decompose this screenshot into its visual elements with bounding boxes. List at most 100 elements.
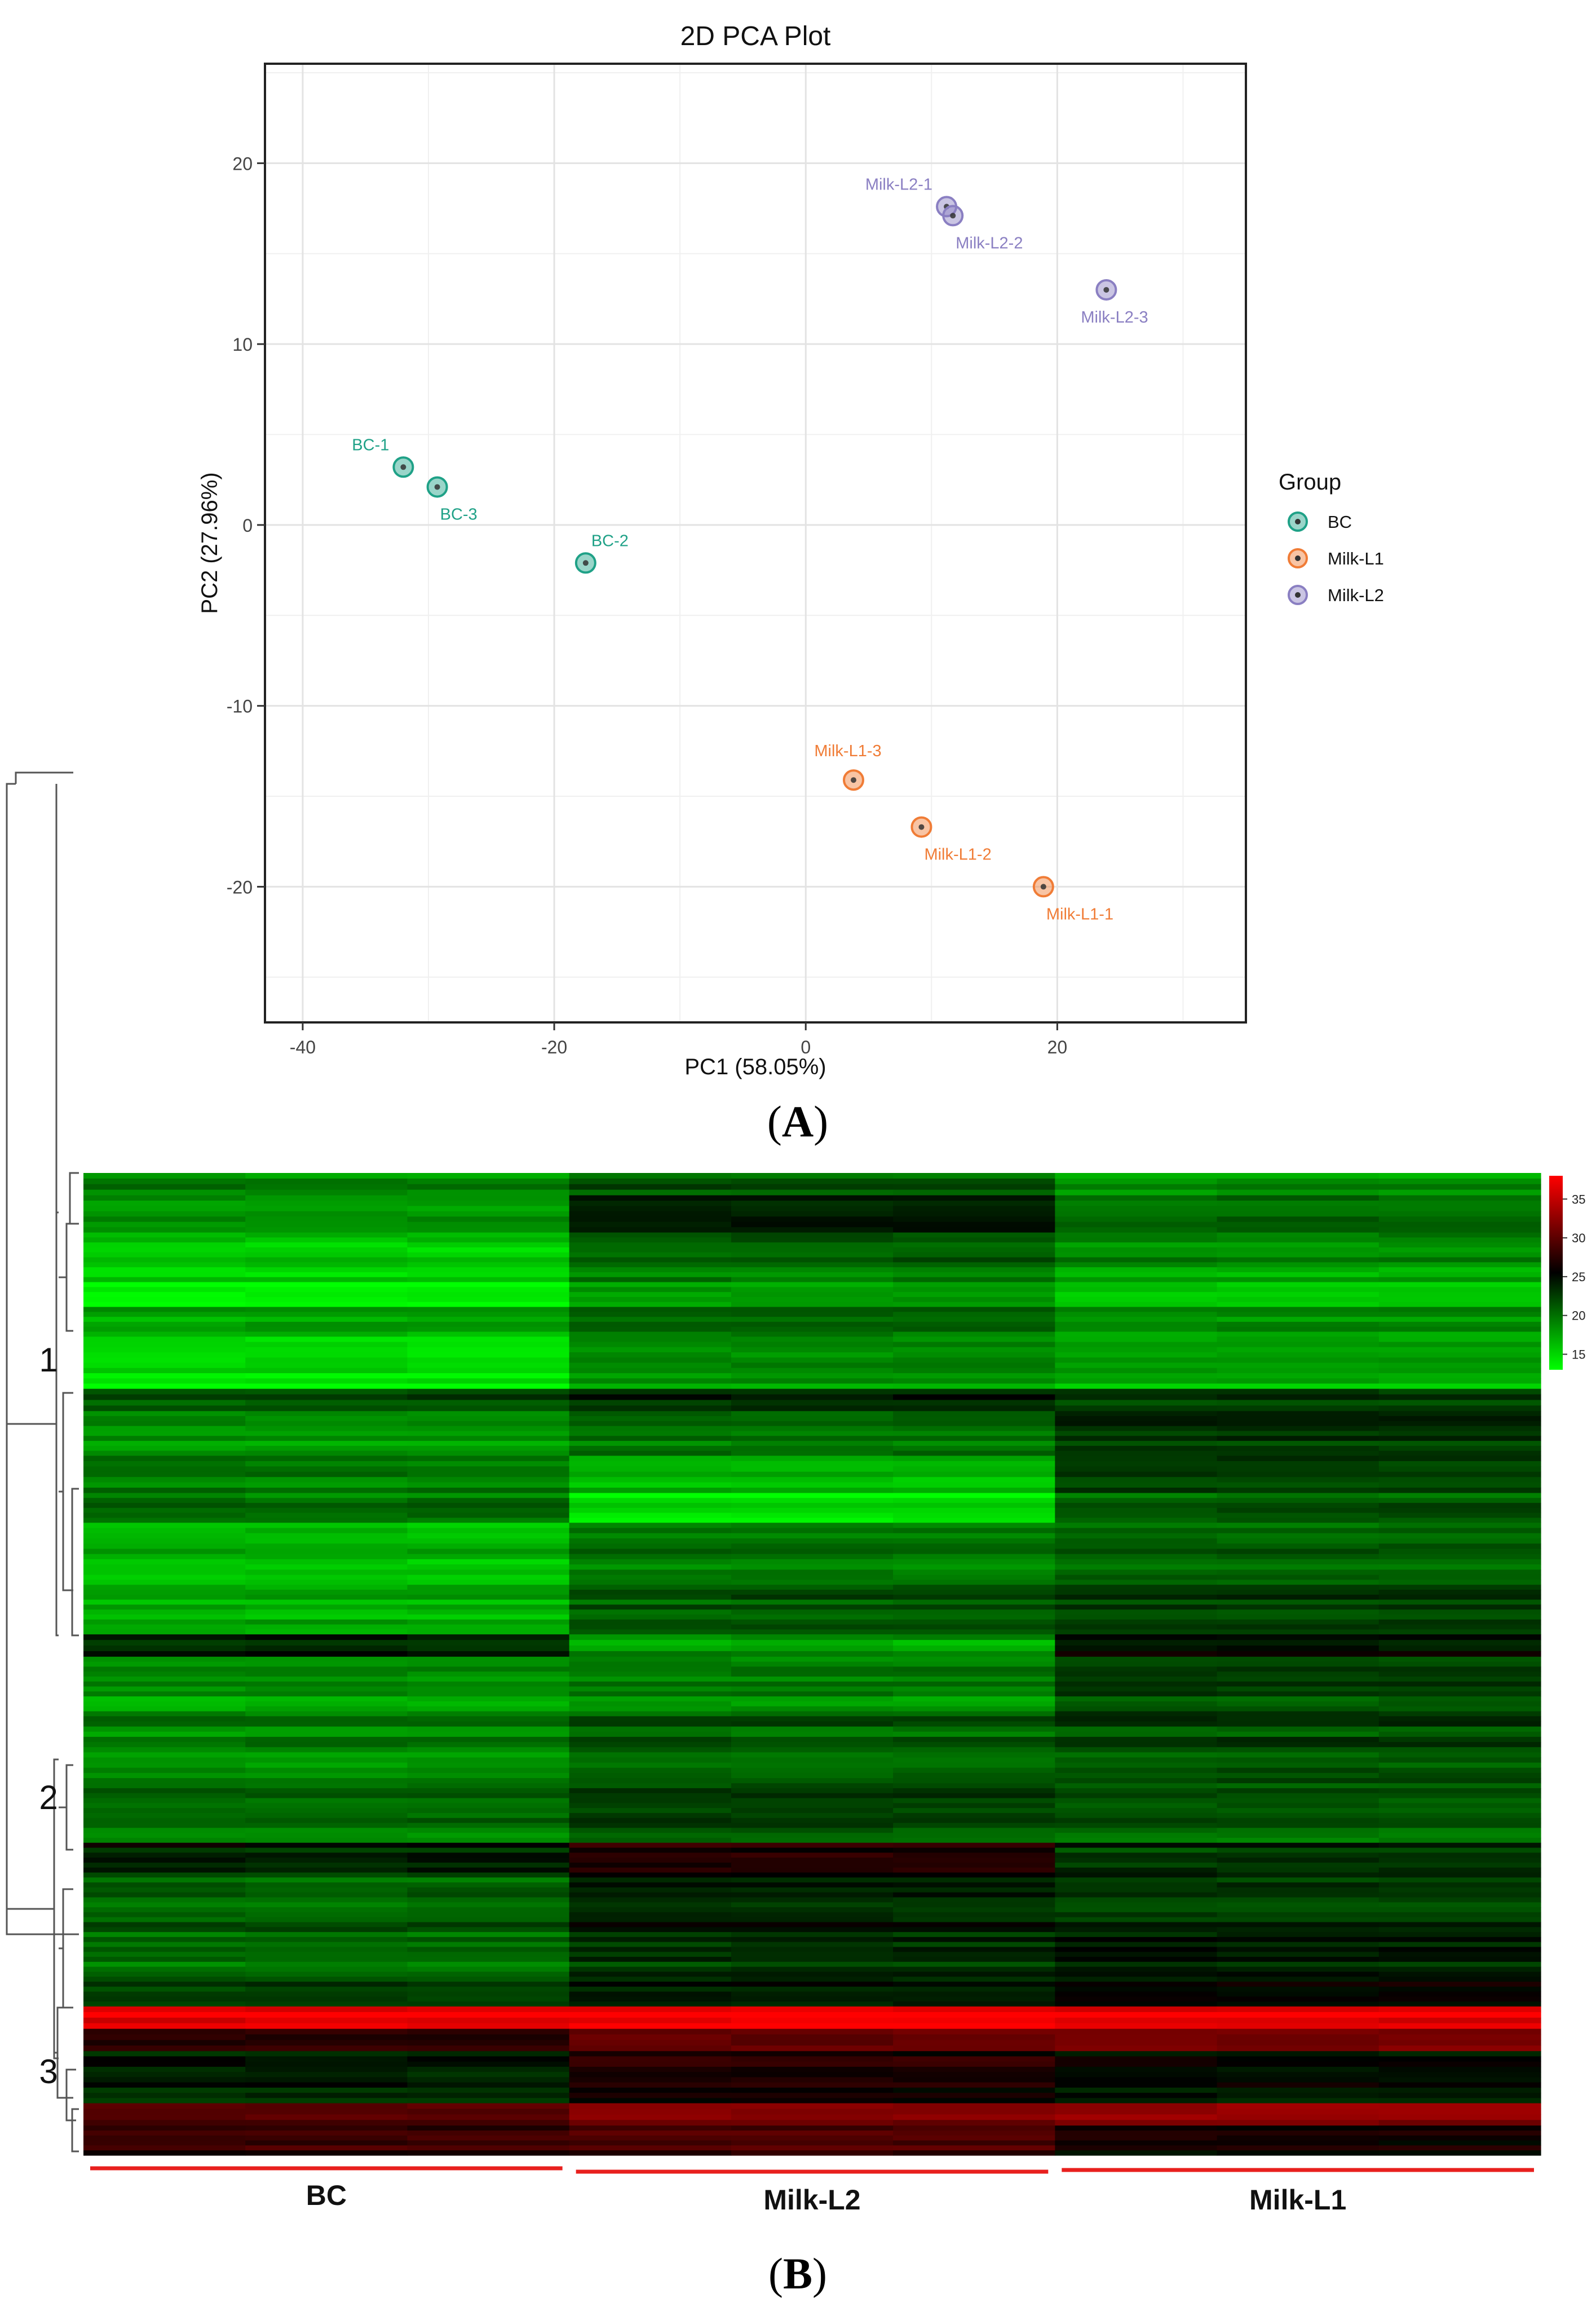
heatmap-cell [245,1882,408,1888]
heatmap-cell [83,1580,246,1585]
heatmap-cell [83,1184,246,1190]
heatmap-cells [83,1173,1541,2156]
heatmap-cell [1055,1287,1218,1293]
heatmap-cell [245,1262,408,1268]
heatmap-cell [731,1296,894,1303]
heatmap-cell [1055,1337,1218,1343]
heatmap-cell [407,1867,570,1873]
heatmap-cell [245,1394,408,1401]
heatmap-cell [1055,2140,1218,2146]
heatmap-cell [731,1661,894,1667]
heatmap-cell [1378,2034,1541,2041]
heatmap-cell [569,1803,732,1809]
heatmap-cell [1378,1686,1541,1692]
heatmap-cell [1378,1971,1541,1977]
heatmap-cell [731,1711,894,1717]
heatmap-cell [893,1362,1055,1369]
heatmap-cell [1378,1347,1541,1353]
heatmap-cell [245,1267,408,1273]
heatmap-cell [83,1471,246,1477]
heatmap-cell [245,1922,408,1928]
heatmap-cell [407,1615,570,1620]
heatmap-cell [893,1317,1055,1322]
heatmap-cell [407,1726,570,1732]
heatmap-cell [83,1783,246,1789]
heatmap-cell [731,1267,894,1273]
heatmap-cell [245,1982,408,1987]
heatmap-cell [83,1837,246,1843]
heatmap-cell [1055,1862,1218,1868]
heatmap-cell [407,2034,570,2041]
heatmap-cell [1378,1436,1541,1441]
heatmap-cell [1055,1507,1218,1514]
heatmap-cell [731,1292,894,1298]
heatmap-cell [407,1569,570,1576]
heatmap-cell [731,1887,894,1893]
heatmap-cell [83,1917,246,1923]
heatmap-cell [893,1783,1055,1789]
heatmap-cell [1378,1400,1541,1406]
heatmap-cell [731,1823,894,1828]
heatmap-cell [407,1599,570,1605]
heatmap-cell [1378,1321,1541,1327]
heatmap-cell [1055,2040,1218,2046]
heatmap-cell [83,2103,246,2110]
heatmap-cell [569,2066,732,2072]
heatmap-cell [569,1394,732,1401]
heatmap-cell [83,1599,246,1605]
heatmap-cell [1378,1937,1541,1943]
heatmap-cell [1378,1793,1541,1799]
heatmap-cell [731,1676,894,1682]
pca-point-label: Milk-L1-3 [814,742,881,760]
heatmap-cell [1378,2114,1541,2120]
heatmap-cell [407,1378,570,1384]
heatmap-cell [893,2082,1055,2088]
heatmap-cell [1378,1590,1541,1595]
heatmap-cell [893,1711,1055,1717]
heatmap-cell [407,1681,570,1687]
heatmap-cell [731,1937,894,1943]
heatmap-cell [1217,1966,1380,1973]
heatmap-cell [1055,1961,1218,1968]
heatmap-cell [569,1441,732,1446]
heatmap-cell [245,1518,408,1523]
heatmap-cell [245,1242,408,1248]
heatmap-cell [1378,2140,1541,2146]
heatmap-cell [83,1267,246,1273]
heatmap-cell [1055,1488,1218,1494]
heatmap-cell [569,1482,732,1488]
heatmap-cell [407,2001,570,2007]
heatmap-cell [407,1466,570,1472]
heatmap-cell [1217,1173,1380,1179]
heatmap-cell [83,1498,246,1503]
heatmap-cell [245,1482,408,1488]
heatmap-cell [83,1798,246,1803]
heatmap-cell [83,1604,246,1610]
heatmap-cell [569,1450,732,1457]
heatmap-cell [245,1783,408,1789]
heatmap-cell [893,1373,1055,1379]
heatmap-cell [893,1858,1055,1863]
heatmap-cell [1378,1666,1541,1672]
heatmap-cell [731,1307,894,1312]
heatmap-cell [1055,1798,1218,1803]
heatmap-cell [83,1778,246,1784]
heatmap-cell [1378,1912,1541,1918]
heatmap-cell [1055,1726,1218,1732]
heatmap-cell [1055,1594,1218,1600]
heatmap-cell [245,2028,408,2035]
heatmap-cell [893,1882,1055,1888]
heatmap-cell [245,1772,408,1779]
heatmap-cell [893,1518,1055,1523]
heatmap-cell [893,2012,1055,2018]
heatmap-cell [893,1640,1055,1646]
heatmap-cell [731,1897,894,1903]
heatmap-cell [731,1966,894,1973]
heatmap-cell [569,1842,732,1849]
heatmap-cell [1055,1696,1218,1702]
heatmap-cell [1217,1615,1380,1620]
heatmap-cell [245,1317,408,1322]
heatmap-cell [1055,1947,1218,1952]
heatmap-cell [569,1736,732,1743]
heatmap-cell [1217,1445,1380,1452]
